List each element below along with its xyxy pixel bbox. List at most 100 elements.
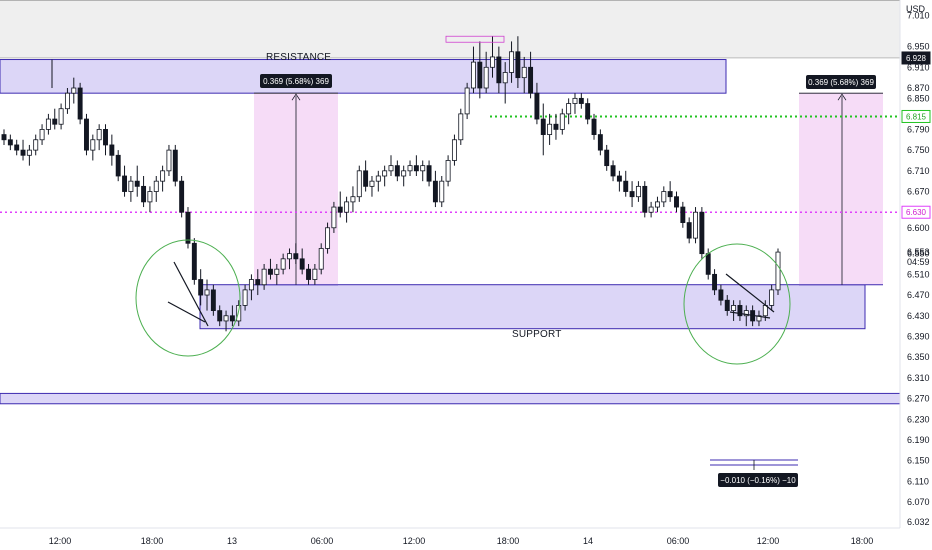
x-tick-label: 18:00: [497, 536, 520, 546]
candle-body-bull: [388, 165, 394, 172]
candle-body-bull: [64, 92, 70, 110]
candle-body-bull: [654, 201, 660, 208]
candle: [382, 165, 388, 187]
candles-layer: [1, 36, 781, 332]
candle-body-bear: [198, 279, 204, 296]
candle: [667, 181, 673, 202]
candle-body-bear: [7, 139, 13, 146]
candle: [572, 93, 578, 114]
candle: [356, 165, 362, 202]
candle-body-bear: [337, 206, 343, 213]
candle-body-bear: [426, 165, 432, 182]
y-tick-label: 6.790: [907, 124, 930, 134]
candle: [515, 36, 521, 88]
candle: [426, 160, 432, 187]
candle: [103, 124, 108, 156]
measure-arrowhead-right: [837, 93, 847, 101]
candle: [439, 176, 445, 208]
candle-body-bull: [445, 160, 451, 182]
candle-body-bear: [185, 211, 191, 244]
candle: [153, 176, 159, 202]
candle: [724, 295, 730, 316]
candle: [217, 305, 223, 327]
candle-body-bear: [597, 134, 603, 151]
wedge-line-right-upper: [725, 273, 775, 313]
candle: [96, 124, 102, 151]
candle-body-bull: [26, 149, 32, 156]
candle-body-bear: [217, 310, 223, 322]
candle: [331, 201, 337, 233]
upper-gray-zone: [0, 0, 900, 58]
y-tick-label: 6.910: [907, 62, 930, 72]
candle-body-bear: [642, 185, 648, 213]
candle-body-bear: [179, 180, 185, 213]
candle: [585, 98, 591, 125]
candle: [312, 264, 318, 285]
y-tick-label: 6.510: [907, 269, 930, 279]
candle-body-bear: [394, 165, 400, 177]
measure-label-right-text: 0.369 (5.68%) 369: [808, 78, 874, 87]
candle-body-bear: [699, 211, 705, 255]
zones-layer: [0, 0, 901, 405]
candle-body-bear: [528, 66, 534, 94]
x-tick-label: 12:00: [403, 536, 426, 546]
candle: [141, 176, 147, 208]
candle-body-bear: [141, 185, 147, 203]
candle-body-bear: [718, 289, 724, 301]
y-tick-label: 6.470: [907, 290, 930, 300]
candle: [407, 160, 413, 176]
candle-body-bull: [401, 170, 407, 177]
candle-body-bull: [635, 185, 641, 198]
candle: [293, 243, 299, 264]
candle: [325, 222, 331, 254]
candle-body-bull: [356, 170, 362, 198]
candle-body-bull: [287, 253, 292, 260]
candle-body-bull: [490, 56, 495, 68]
resistance-label: RESISTANCE: [266, 52, 331, 63]
candle: [261, 264, 267, 290]
measure-label-right-bg: [806, 75, 876, 89]
candle: [191, 238, 197, 285]
candle: [718, 284, 724, 306]
candle: [14, 139, 20, 156]
candle: [172, 144, 178, 187]
candle-body-bull: [375, 175, 381, 182]
candle-body-bull: [731, 305, 737, 311]
candle: [699, 207, 705, 259]
candle: [375, 170, 381, 192]
candle-body-bull: [166, 149, 172, 172]
candle-body-bull: [274, 268, 280, 275]
candle: [198, 269, 204, 306]
x-tick-label: 12:00: [757, 536, 780, 546]
y-tick-label: 6.270: [907, 394, 930, 404]
measure-label-left: 0.369 (5.68%) 369: [260, 74, 332, 88]
wedge-line-left-lower: [167, 301, 206, 323]
candle: [299, 248, 305, 275]
candle-body-bear: [363, 170, 369, 187]
candle-body-bear: [591, 118, 597, 135]
candle-body-bear: [578, 97, 584, 104]
y-tick-label: 6.070: [907, 497, 930, 507]
y-tick-label: 6.950: [907, 42, 930, 52]
candle-body-bull: [547, 123, 553, 135]
candle-body-bear: [534, 92, 540, 120]
candle-body-bull: [458, 113, 464, 141]
candle: [280, 253, 286, 275]
x-tick-label: 14: [583, 536, 593, 546]
candle-body-bear: [267, 268, 273, 275]
candle-body-bull: [369, 180, 375, 187]
candle: [534, 82, 540, 125]
y-tick-label: 6.150: [907, 456, 930, 466]
candle-body-bear: [134, 180, 140, 187]
price-tag-text: 6.815: [906, 112, 927, 121]
candle: [610, 160, 616, 182]
y-tick-label: 7.010: [907, 11, 930, 21]
candle-body-bull: [128, 180, 134, 192]
candle: [483, 51, 489, 94]
candle: [122, 165, 128, 197]
candle-body-bear: [724, 299, 730, 311]
candle-body-bear: [477, 61, 483, 89]
measure-label-small: −0.010 (−0.16%) −10: [718, 473, 798, 487]
candle-body-bull: [153, 180, 159, 192]
